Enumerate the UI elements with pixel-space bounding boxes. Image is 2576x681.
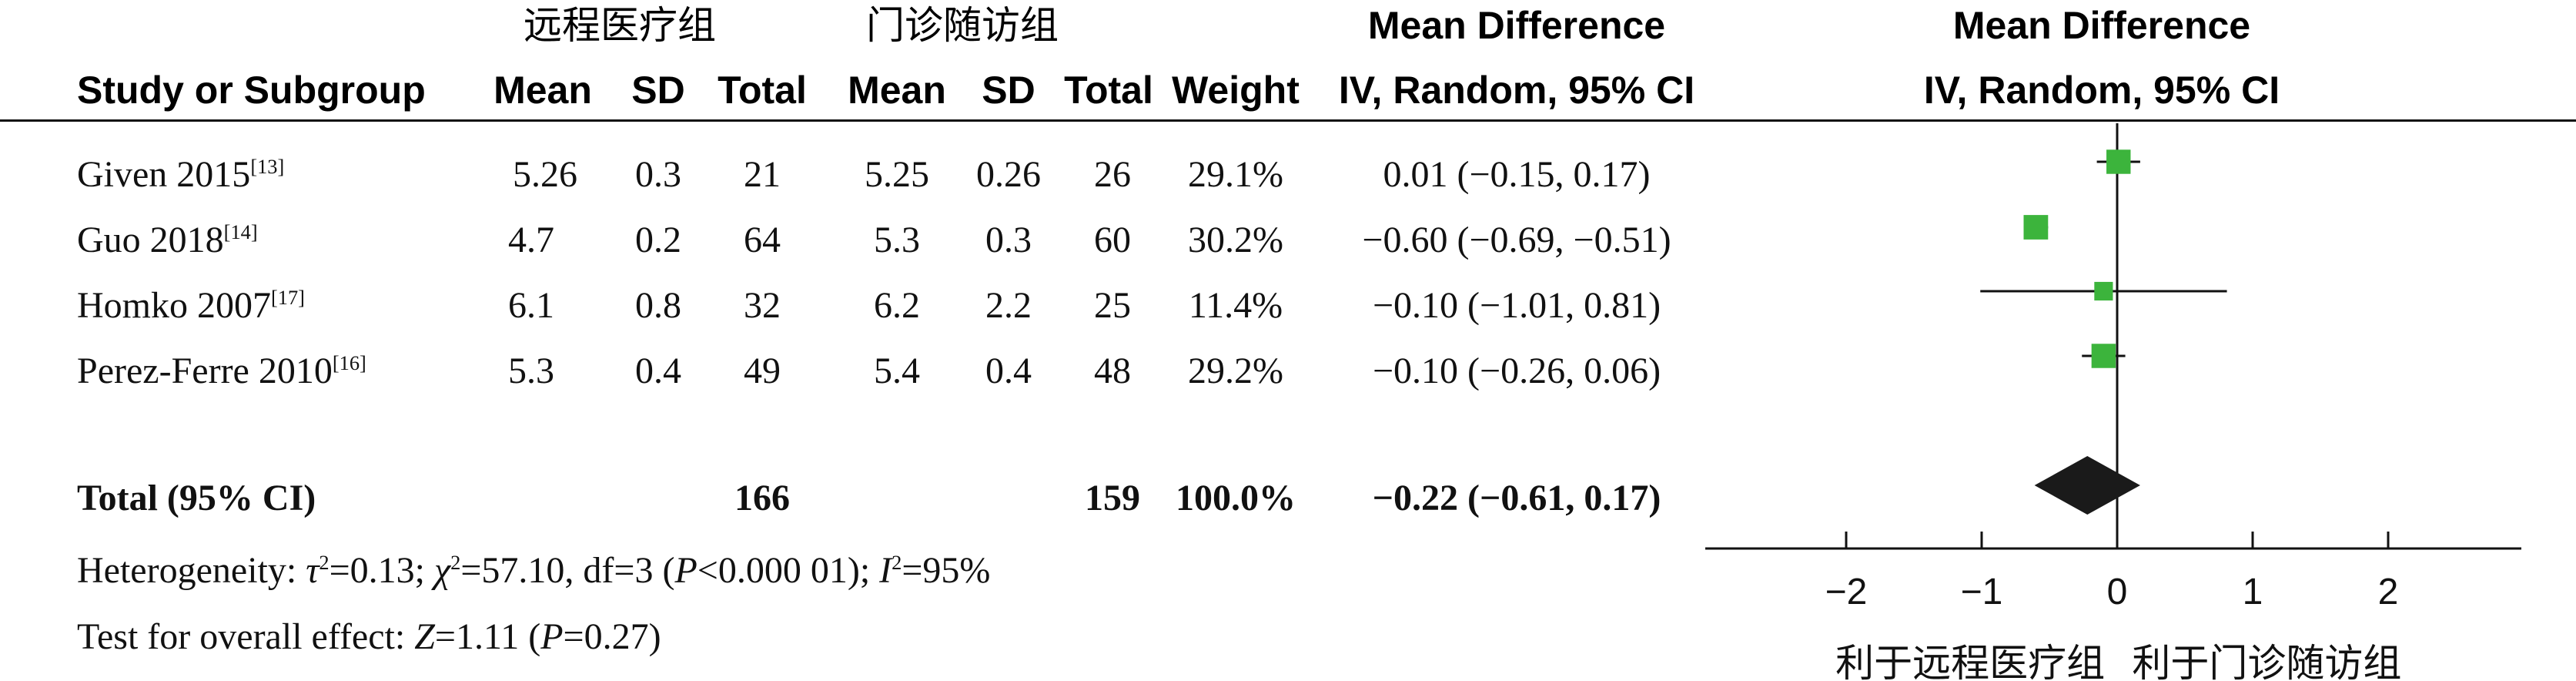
ci-cell: −0.10 (−1.01, 0.81) [1372,285,1661,326]
ctl-mean-cell: 6.2 [874,285,920,326]
ctl-mean-cell: 5.4 [874,351,920,391]
ctl-total-cell: 48 [1094,351,1131,391]
header-rule [0,119,2576,122]
ctl-total-cell: 26 [1094,154,1131,195]
study-column-header: Study or Subgroup [77,69,426,112]
exp-mean-cell: 4.7 [508,220,554,260]
favours-experimental-label: 利于远程医疗组 [1835,641,2105,681]
exp-mean-cell: 5.26 [513,154,577,195]
pooled-diamond [2034,456,2140,515]
exp-mean-cell: 5.3 [508,351,554,391]
study-effect-marker [2094,281,2113,301]
ci-header: IV, Random, 95% CI [1338,69,1695,112]
weight-cell: 29.1% [1188,154,1283,195]
total-weight: 100.0% [1176,478,1296,518]
exp-sd-cell: 0.3 [635,154,681,195]
favours-control-label: 利于门诊随访组 [2132,641,2401,681]
exp-total-cell: 32 [744,285,781,326]
ctl-mean-cell: 5.3 [874,220,920,260]
control-group-header: 门诊随访组 [866,4,1059,47]
x-tick-label: −1 [1961,572,2003,612]
experimental-group-header: 远程医疗组 [524,4,716,47]
total-ci: −0.22 (−0.61, 0.17) [1372,478,1661,518]
ctl-sd-cell: 2.2 [985,285,1032,326]
x-tick-label: 1 [2243,572,2263,612]
md-table-header: Mean Difference [1367,4,1666,47]
x-tick-label: 2 [2378,572,2399,612]
exp-total-header: Total [718,69,807,112]
ci-cell: 0.01 (−0.15, 0.17) [1383,154,1651,195]
study-effect-marker [2106,149,2131,174]
ctl-sd-cell: 0.4 [985,351,1032,391]
ctl-total-cell: 25 [1094,285,1131,326]
exp-total-cell: 21 [744,154,781,195]
weight-cell: 11.4% [1188,285,1283,326]
study-effect-marker [2091,344,2116,368]
ctl-total-cell: 60 [1094,220,1131,260]
exp-sd-cell: 0.8 [635,285,681,326]
ctl-sd-cell: 0.3 [985,220,1032,260]
exp-total-cell: 64 [744,220,781,260]
ctl-sd-header: SD [982,69,1035,112]
ci-cell: −0.10 (−0.26, 0.06) [1372,351,1661,391]
study-name: Perez-Ferre 2010[16] [77,351,366,391]
study-effect-marker [2023,215,2049,240]
x-tick-label: 0 [2107,572,2128,612]
ctl-total-sum: 159 [1085,478,1140,518]
exp-mean-header: Mean [493,69,592,112]
plot-ci-header: IV, Random, 95% CI [1923,69,2280,112]
weight-header: Weight [1172,69,1300,112]
ctl-total-header: Total [1064,69,1153,112]
exp-sd-header: SD [631,69,685,112]
study-name: Homko 2007[17] [77,285,305,326]
heterogeneity-line: Heterogeneity: τ2=0.13; χ2=57.10, df=3 (… [77,550,991,591]
exp-sd-cell: 0.4 [635,351,681,391]
exp-mean-cell: 6.1 [508,285,554,326]
ctl-mean-cell: 5.25 [865,154,929,195]
overall-effect-line: Test for overall effect: Z=1.11 (P=0.27) [77,616,661,657]
ctl-sd-cell: 0.26 [976,154,1041,195]
weight-cell: 30.2% [1188,220,1283,260]
exp-total-sum: 166 [734,478,790,518]
weight-cell: 29.2% [1188,351,1283,391]
exp-sd-cell: 0.2 [635,220,681,260]
ctl-mean-header: Mean [848,69,946,112]
study-name: Guo 2018[14] [77,220,258,260]
ci-cell: −0.60 (−0.69, −0.51) [1362,220,1671,260]
total-label: Total (95% CI) [77,478,316,518]
exp-total-cell: 49 [744,351,781,391]
x-tick-label: −2 [1825,572,1868,612]
md-plot-header: Mean Difference [1952,4,2251,47]
study-name: Given 2015[13] [77,154,285,195]
